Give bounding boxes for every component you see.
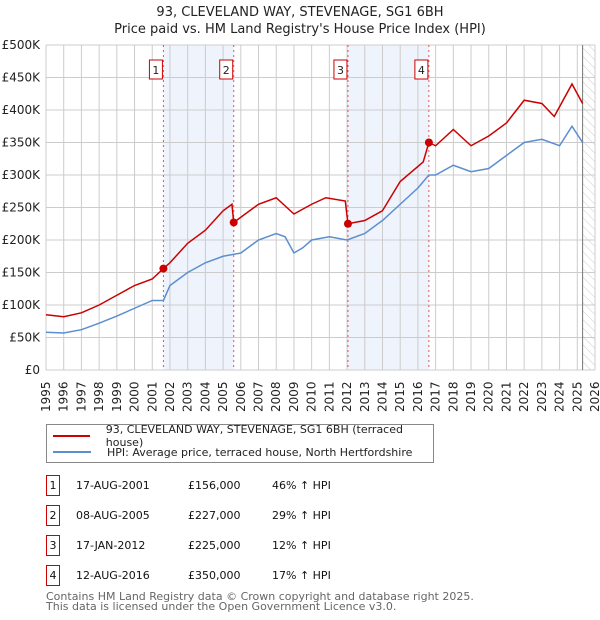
sale-date: 08-AUG-2005 [76,509,150,522]
sale-number: 4 [46,565,60,586]
sale-hpi-diff: 12% ↑ HPI [272,539,331,552]
x-tick-label: 2006 [234,381,248,412]
hpi-line [45,124,584,334]
x-tick-label: 2014 [375,381,389,412]
sale-point [229,218,238,227]
x-tick-label: 1996 [57,381,71,412]
y-tick-label: £400K [2,103,42,117]
x-tick-label: 2009 [287,381,301,412]
y-tick-label: £150K [2,266,42,280]
sale-date: 12-AUG-2016 [76,569,150,582]
legend-swatch-blue [53,451,91,453]
sale-point [159,264,168,273]
sale-price: £227,000 [188,509,241,522]
x-tick-label: 1998 [92,381,106,412]
sale-point [424,138,433,147]
y-tick-label: £50K [9,331,41,345]
x-tick-label: 2021 [499,381,513,412]
legend-item-property: 93, CLEVELAND WAY, STEVENAGE, SG1 6BH (t… [53,423,433,449]
property-price-line [45,82,584,318]
sale-point [343,219,352,228]
x-tick-label: 2002 [163,381,177,412]
x-tick-label: 2005 [216,381,230,412]
sale-row: 2 08-AUG-2005 £227,000 29% ↑ HPI [46,505,546,526]
x-tick-label: 2003 [181,381,195,412]
x-tick-label: 2008 [269,381,283,412]
legend-label: HPI: Average price, terraced house, Nort… [107,445,413,459]
x-tick-label: 1995 [39,381,53,412]
sale-price: £225,000 [188,539,241,552]
x-tick-label: 2019 [464,381,478,412]
y-tick-label: £100K [2,298,42,312]
sale-label: 4 [418,64,425,77]
chart-subtitle: Price paid vs. HM Land Registry's House … [114,22,486,37]
x-tick-label: 2000 [128,381,142,412]
y-tick-label: £300K [2,168,42,182]
x-tick-label: 2012 [340,381,354,412]
sale-label-box [414,59,429,80]
sale-label: 3 [337,64,344,77]
sale-label-box [333,59,348,80]
sale-date: 17-JAN-2012 [76,539,146,552]
legend-label: 93, CLEVELAND WAY, STEVENAGE, SG1 6BH (t… [105,423,403,449]
sale-hpi-diff: 29% ↑ HPI [272,509,331,522]
sale-number: 3 [46,535,60,556]
footer-line: This data is licensed under the Open Gov… [46,600,397,613]
y-tick-label: £200K [2,233,42,247]
legend-item-hpi: HPI: Average price, terraced house, Nort… [53,445,412,459]
footer-line: Contains HM Land Registry data © Crown c… [46,590,474,603]
sale-number: 1 [46,475,60,496]
legend-swatch-red [53,435,90,437]
sale-label: 2 [223,64,230,77]
sale-label: 1 [152,64,159,77]
x-tick-label: 2018 [446,381,460,412]
y-tick-label: £450K [2,71,42,85]
sale-price: £350,000 [188,569,241,582]
x-tick-label: 1997 [74,381,88,412]
x-tick-label: 2026 [588,381,600,412]
sale-row: 3 17-JAN-2012 £225,000 12% ↑ HPI [46,535,546,556]
x-tick-label: 2007 [252,381,266,412]
x-tick-label: 2020 [482,381,496,412]
x-tick-label: 2010 [305,381,319,412]
sale-number: 2 [46,505,60,526]
sale-label-box [219,59,234,80]
sale-hpi-diff: 17% ↑ HPI [272,569,331,582]
sale-date: 17-AUG-2001 [76,479,150,492]
x-tick-label: 2025 [570,381,584,412]
y-tick-label: £500K [2,38,42,52]
x-tick-label: 2017 [429,381,443,412]
x-tick-label: 2011 [322,381,336,412]
x-tick-label: 2016 [411,381,425,412]
y-tick-label: £250K [2,201,42,215]
price-chart: 1995 1996 1997 1998 1999 2000 2001 2002 2003 2004… [2,38,600,412]
x-tick-label: 2024 [553,381,567,412]
x-tick-label: 1999 [110,381,124,412]
sale-label-box [148,59,163,80]
sale-price: £156,000 [188,479,241,492]
x-tick-label: 2022 [517,381,531,412]
y-tick-label: £0 [25,363,40,377]
x-tick-label: 2013 [358,381,372,412]
chart-title: 93, CLEVELAND WAY, STEVENAGE, SG1 6BH [156,5,444,20]
sale-row: 4 12-AUG-2016 £350,000 17% ↑ HPI [46,565,546,586]
y-tick-label: £350K [2,136,42,150]
x-tick-label: 2001 [145,381,159,412]
x-tick-label: 2004 [198,381,212,412]
sale-row: 1 17-AUG-2001 £156,000 46% ↑ HPI [46,475,546,496]
legend: 93, CLEVELAND WAY, STEVENAGE, SG1 6BH (t… [46,423,434,463]
sale-hpi-diff: 46% ↑ HPI [272,479,331,492]
x-tick-label: 2015 [393,381,407,412]
x-tick-label: 2023 [535,381,549,412]
